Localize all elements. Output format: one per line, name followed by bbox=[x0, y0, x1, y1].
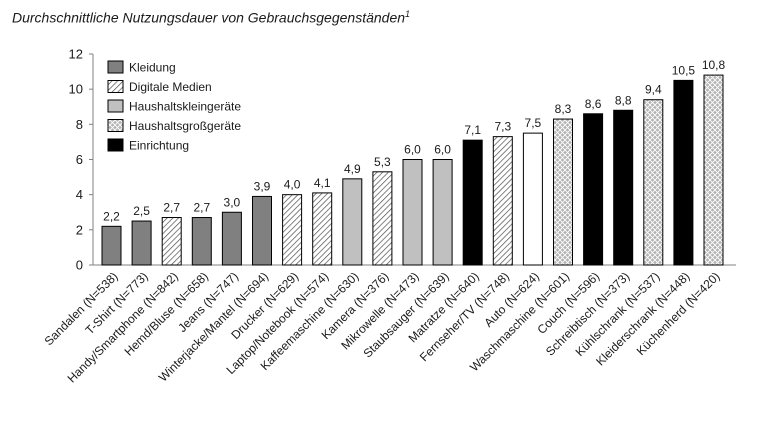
bar bbox=[462, 139, 483, 266]
bar bbox=[703, 74, 724, 266]
bar bbox=[402, 159, 423, 266]
legend-swatch bbox=[107, 119, 124, 132]
bar-value-label: 2,7 bbox=[193, 201, 210, 215]
bar-value-label: 8,8 bbox=[615, 93, 632, 107]
legend-swatch bbox=[107, 138, 124, 152]
chart-title-text: Durchschnittliche Nutzungsdauer von Gebr… bbox=[12, 9, 406, 26]
bar bbox=[101, 225, 122, 266]
bar bbox=[613, 109, 634, 266]
y-tick-label: 4 bbox=[76, 187, 83, 202]
bar bbox=[342, 178, 363, 266]
legend-label: Kleidung bbox=[129, 61, 176, 75]
bar bbox=[191, 217, 212, 266]
bar-value-label: 8,3 bbox=[555, 102, 572, 116]
legend-swatch bbox=[107, 60, 124, 74]
bar bbox=[492, 136, 513, 266]
legend-label: Einrichtung bbox=[129, 139, 189, 153]
bar-value-label: 6,0 bbox=[434, 143, 451, 157]
bar-value-label: 2,2 bbox=[103, 209, 120, 223]
legend-label: Digitale Medien bbox=[129, 80, 212, 94]
y-tick-label: 0 bbox=[76, 258, 83, 273]
bar-value-label: 8,6 bbox=[585, 97, 602, 111]
y-tick-label: 12 bbox=[69, 47, 83, 62]
bar bbox=[282, 194, 303, 266]
chart-title: Durchschnittliche Nutzungsdauer von Gebr… bbox=[12, 9, 410, 26]
y-tick-label: 2 bbox=[76, 222, 83, 237]
bar bbox=[312, 192, 333, 266]
bar bbox=[673, 79, 694, 266]
bar-value-label: 7,5 bbox=[525, 116, 542, 130]
y-tick-label: 10 bbox=[69, 82, 83, 97]
legend-label: Haushaltsgroßgeräte bbox=[129, 119, 241, 133]
y-tick-label: 8 bbox=[76, 117, 83, 132]
bar-value-label: 4,9 bbox=[344, 162, 361, 176]
bar-value-label: 6,0 bbox=[404, 143, 421, 157]
bar-value-label: 5,3 bbox=[374, 155, 391, 169]
bar bbox=[583, 113, 604, 266]
bar-value-label: 10,5 bbox=[672, 63, 696, 77]
bar bbox=[221, 211, 242, 266]
bar-value-label: 10,8 bbox=[702, 58, 726, 72]
bar bbox=[522, 132, 543, 266]
bar-value-label: 3,0 bbox=[224, 195, 241, 209]
bar bbox=[372, 171, 393, 266]
y-tick-label: 6 bbox=[76, 152, 83, 167]
bar-value-label: 3,9 bbox=[254, 179, 271, 193]
bar bbox=[553, 118, 573, 266]
bar-value-label: 4,1 bbox=[314, 176, 331, 190]
bar-value-label: 4,0 bbox=[284, 178, 301, 192]
bar bbox=[161, 217, 182, 266]
bar bbox=[131, 220, 152, 266]
bar-value-label: 7,3 bbox=[494, 120, 511, 134]
bar-value-label: 2,7 bbox=[163, 201, 180, 215]
bar-value-label: 2,5 bbox=[133, 204, 150, 218]
bar bbox=[643, 99, 664, 266]
bar bbox=[252, 195, 272, 266]
legend-swatch bbox=[107, 99, 124, 113]
bar bbox=[432, 159, 453, 266]
bar-value-label: 7,1 bbox=[464, 123, 481, 137]
legend-swatch bbox=[107, 80, 124, 93]
bar-value-label: 9,4 bbox=[645, 83, 662, 97]
title-footnote-marker: 1 bbox=[405, 9, 411, 19]
legend-label: Haushaltskleingeräte bbox=[129, 100, 241, 114]
